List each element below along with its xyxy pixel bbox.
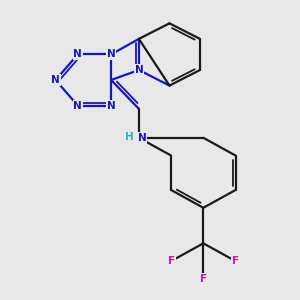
Text: F: F bbox=[232, 256, 239, 266]
Text: F: F bbox=[167, 256, 175, 266]
Text: F: F bbox=[200, 274, 207, 284]
Text: N: N bbox=[107, 100, 116, 111]
Text: N: N bbox=[134, 65, 143, 75]
Text: H: H bbox=[124, 132, 133, 142]
Text: N: N bbox=[74, 50, 82, 59]
Text: N: N bbox=[107, 50, 116, 59]
Text: N: N bbox=[51, 75, 60, 85]
Text: N: N bbox=[74, 100, 82, 111]
Text: N: N bbox=[138, 133, 147, 143]
